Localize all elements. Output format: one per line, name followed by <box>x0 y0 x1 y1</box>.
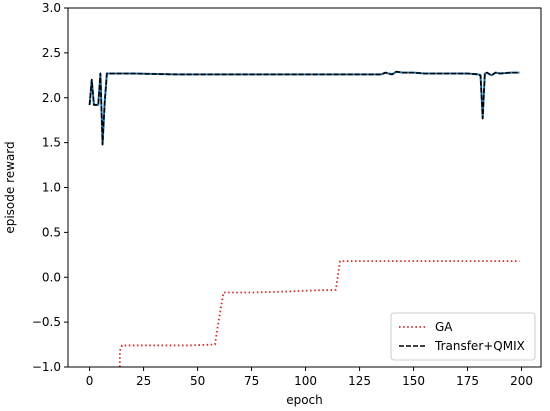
legend: GA Transfer+QMIX <box>390 312 536 361</box>
x-tick-label: 100 <box>294 374 317 388</box>
y-tick-label: 0.5 <box>42 225 61 239</box>
y-tick-label: 2.0 <box>42 91 61 105</box>
x-tick-label: 175 <box>456 374 479 388</box>
y-axis-label: episode reward <box>3 141 17 233</box>
x-tick-label: 125 <box>348 374 371 388</box>
x-tick-label: 150 <box>402 374 425 388</box>
x-tick-label: 75 <box>244 374 259 388</box>
legend-box <box>390 312 536 361</box>
y-tick-label: 1.0 <box>42 181 61 195</box>
y-tick-label: 0.0 <box>42 270 61 284</box>
y-tick-label: 3.0 <box>42 1 61 15</box>
y-axis-ticks: −1.0 −0.5 0.0 0.5 1.0 1.5 2.0 2.5 3.0 <box>32 1 68 374</box>
x-tick-label: 200 <box>510 374 533 388</box>
x-axis-ticks: 0 25 50 75 100 125 150 175 200 <box>86 367 533 388</box>
legend-label-transfer-qmix: Transfer+QMIX <box>434 339 525 353</box>
y-tick-label: −1.0 <box>32 360 61 374</box>
x-tick-label: 0 <box>86 374 94 388</box>
series-line-transfer-qmix <box>88 70 520 146</box>
plot-lines <box>88 70 520 367</box>
y-tick-label: −0.5 <box>32 315 61 329</box>
x-tick-label: 50 <box>190 374 205 388</box>
y-tick-label: 2.5 <box>42 46 61 60</box>
x-axis-label: epoch <box>286 393 323 407</box>
x-tick-label: 25 <box>136 374 151 388</box>
legend-label-ga: GA <box>435 320 453 334</box>
y-tick-label: 1.5 <box>42 136 61 150</box>
